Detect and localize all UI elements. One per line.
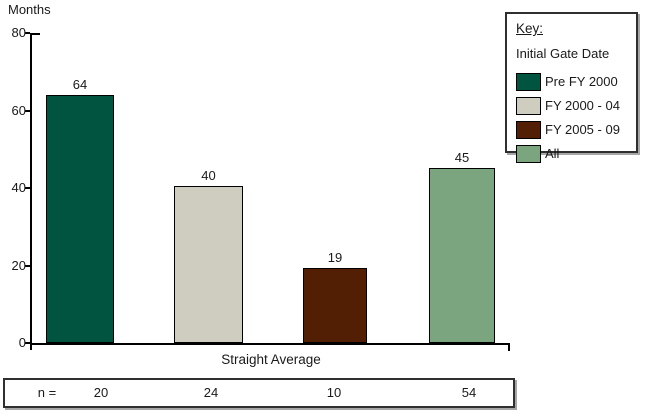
- y-tick-label-0: 0: [18, 335, 26, 350]
- legend-subtitle: Initial Gate Date: [516, 46, 610, 61]
- bar-group-all: 45: [429, 150, 495, 343]
- bar-all: [429, 168, 495, 343]
- x-axis-line: [30, 343, 510, 345]
- bar-value-label: 45: [454, 150, 470, 165]
- y-axis-top-tick: [32, 33, 40, 35]
- y-tick-label-40: 40: [11, 180, 26, 195]
- y-tick-80: [25, 32, 30, 34]
- legend-swatch-beige: [516, 96, 541, 115]
- legend-item-fy-2005-09: FY 2005 - 09: [516, 120, 636, 139]
- y-axis-line: [30, 33, 32, 350]
- n-value-3: 10: [326, 385, 342, 400]
- y-tick-label-80: 80: [11, 25, 26, 40]
- legend-item-label: All: [545, 146, 560, 161]
- y-tick-label-60: 60: [11, 103, 26, 118]
- bar-value-label: 64: [72, 77, 88, 92]
- bar-fy-2000-04: [174, 186, 243, 343]
- legend-swatch-brown: [516, 120, 541, 139]
- legend-item-label: FY 2000 - 04: [545, 98, 620, 113]
- legend: Key: Initial Gate Date Pre FY 2000 FY 20…: [505, 12, 638, 163]
- bar-group-pre-fy-2000: 64: [46, 77, 114, 343]
- bar-group-fy-2005-09: 19: [303, 250, 367, 343]
- y-tick-label-20: 20: [11, 258, 26, 273]
- bar-pre-fy-2000: [46, 95, 114, 343]
- y-tick-40: [25, 187, 30, 189]
- bar-value-label: 40: [201, 168, 216, 183]
- n-value-2: 24: [203, 385, 219, 400]
- legend-swatch-dark-green: [516, 72, 541, 91]
- legend-item-pre-fy-2000: Pre FY 2000: [516, 72, 636, 91]
- legend-item-label: Pre FY 2000: [545, 74, 618, 89]
- legend-title: Key:: [516, 21, 544, 36]
- bar-group-fy-2000-04: 40: [174, 168, 243, 343]
- y-tick-20: [25, 265, 30, 267]
- bar-value-label: 19: [327, 250, 343, 265]
- legend-swatch-green: [516, 144, 541, 163]
- n-prefix: n =: [37, 385, 57, 400]
- x-axis-title: Straight Average: [221, 352, 321, 367]
- legend-item-fy-2000-04: FY 2000 - 04: [516, 96, 636, 115]
- bar-fy-2005-09: [303, 268, 367, 343]
- y-tick-60: [25, 110, 30, 112]
- y-tick-0: [25, 342, 30, 344]
- y-axis-title: Months: [8, 2, 51, 17]
- n-table: [3, 378, 515, 408]
- x-axis-end-tick: [508, 343, 510, 351]
- n-value-1: 20: [93, 385, 109, 400]
- legend-item-all: All: [516, 144, 636, 163]
- n-value-4: 54: [461, 385, 477, 400]
- legend-item-label: FY 2005 - 09: [545, 122, 620, 137]
